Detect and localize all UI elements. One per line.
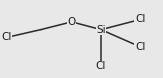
Text: O: O [68,17,76,27]
Text: Si: Si [96,25,106,35]
Text: Cl: Cl [1,32,12,42]
Text: Cl: Cl [135,42,145,52]
Text: Cl: Cl [135,15,145,24]
Text: Cl: Cl [96,61,106,71]
